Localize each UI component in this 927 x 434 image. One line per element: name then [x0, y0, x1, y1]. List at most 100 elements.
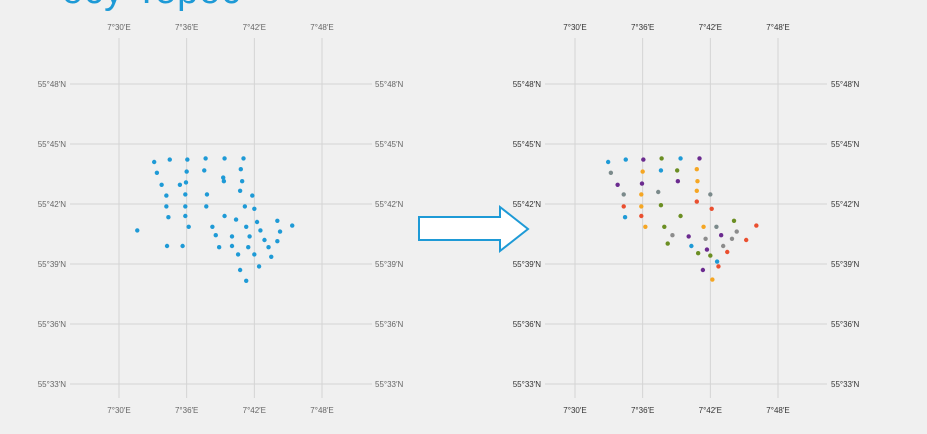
data-point	[250, 193, 255, 198]
data-point	[714, 259, 720, 264]
data-point	[221, 175, 226, 180]
y-tick-label-left: 55°48′N	[38, 80, 66, 89]
data-point	[237, 188, 243, 193]
data-point	[266, 245, 271, 250]
data-point	[621, 204, 626, 209]
data-point	[701, 224, 706, 229]
x-tick-label-top: 7°42′E	[699, 23, 722, 32]
data-point	[258, 228, 263, 233]
data-point	[242, 204, 248, 209]
data-point	[154, 170, 160, 175]
data-point	[247, 234, 252, 239]
data-point	[623, 157, 628, 162]
y-tick-label-right: 55°42′N	[375, 200, 403, 209]
data-point	[658, 168, 664, 173]
data-point	[238, 167, 243, 172]
data-point	[241, 156, 246, 161]
x-tick-label-bottom: 7°48′E	[310, 406, 333, 415]
y-tick-label-right: 55°39′N	[831, 260, 859, 269]
x-tick-label-bottom: 7°36′E	[175, 406, 198, 415]
x-tick-label-bottom: 7°30′E	[107, 406, 130, 415]
data-point	[670, 233, 675, 238]
left-map-plot: 7°30′E 7°30′E 7°36′E 7°36′E 7°42′E 7°42′E 7°48…	[38, 23, 404, 415]
y-tick-label-left: 55°42′N	[513, 200, 541, 209]
data-point	[222, 156, 227, 161]
data-point	[213, 233, 218, 238]
data-point	[605, 159, 611, 165]
data-point	[731, 218, 737, 223]
data-point	[246, 245, 251, 250]
data-point	[262, 237, 267, 243]
data-point	[229, 243, 235, 249]
data-point	[689, 243, 694, 249]
data-point	[183, 192, 188, 197]
data-point	[734, 229, 739, 234]
data-point	[678, 156, 683, 161]
data-point	[233, 217, 239, 222]
y-tick-label-right: 55°36′N	[375, 320, 403, 329]
data-point	[252, 206, 257, 211]
data-point	[159, 182, 164, 187]
data-point	[239, 179, 245, 184]
data-point	[164, 243, 170, 249]
data-point	[202, 168, 207, 173]
y-tick-label-left: 55°45′N	[38, 140, 66, 149]
x-tick-label-top: 7°36′E	[175, 23, 198, 32]
data-point	[700, 267, 706, 273]
data-point	[754, 223, 759, 228]
right-map-plot: 7°30′E 7°30′E 7°36′E 7°36′E 7°42′E 7°42′E 7°48…	[513, 23, 860, 415]
data-point	[725, 249, 730, 255]
data-point	[695, 179, 700, 184]
data-point	[674, 168, 680, 173]
data-point	[694, 167, 699, 172]
data-point	[277, 229, 283, 234]
data-point	[254, 219, 260, 225]
y-tick-label-right: 55°45′N	[375, 140, 403, 149]
data-point	[665, 241, 670, 246]
data-point	[164, 204, 169, 209]
y-tick-label-left: 55°42′N	[38, 200, 66, 209]
data-point	[709, 206, 714, 211]
data-point	[203, 156, 208, 161]
data-point	[718, 233, 724, 238]
data-point	[186, 224, 191, 229]
data-point	[659, 156, 664, 161]
data-point	[185, 157, 190, 162]
y-tick-label-right: 55°33′N	[831, 380, 859, 389]
data-point	[621, 192, 626, 197]
data-point	[183, 180, 189, 185]
y-tick-label-left: 55°48′N	[513, 80, 541, 89]
data-point	[697, 156, 702, 161]
y-tick-label-right: 55°45′N	[831, 140, 859, 149]
y-tick-label-left: 55°39′N	[38, 260, 66, 269]
y-tick-label-left: 55°36′N	[513, 320, 541, 329]
data-point	[694, 188, 699, 193]
data-point	[244, 224, 249, 229]
x-tick-label-bottom: 7°36′E	[631, 406, 654, 415]
data-point	[708, 253, 713, 258]
data-point	[183, 213, 188, 219]
data-point	[743, 237, 749, 243]
y-tick-label-right: 55°39′N	[375, 260, 403, 269]
data-point	[641, 157, 646, 162]
data-point	[204, 204, 209, 209]
y-tick-label-right: 55°42′N	[831, 200, 859, 209]
data-point	[694, 199, 699, 204]
data-point	[177, 182, 183, 187]
y-tick-label-left: 55°33′N	[38, 380, 66, 389]
data-point	[166, 215, 171, 220]
data-point	[216, 245, 222, 250]
x-tick-label-bottom: 7°42′E	[699, 406, 722, 415]
y-tick-label-left: 55°39′N	[513, 260, 541, 269]
data-point	[639, 204, 644, 209]
data-point	[183, 204, 188, 209]
data-point	[658, 203, 664, 208]
data-point	[244, 278, 249, 283]
y-tick-label-left: 55°45′N	[513, 140, 541, 149]
data-point	[221, 179, 227, 184]
y-tick-label-left: 55°36′N	[38, 320, 66, 329]
data-point	[167, 157, 172, 162]
y-tick-label-right: 55°48′N	[375, 80, 403, 89]
data-point	[235, 252, 241, 257]
data-point	[710, 277, 715, 282]
